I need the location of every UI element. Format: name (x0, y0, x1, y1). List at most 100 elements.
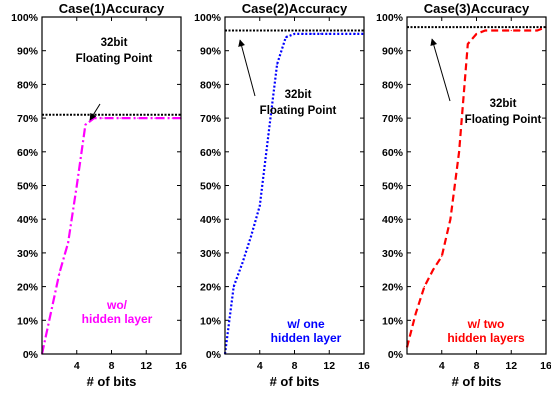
series-label: hidden layers (447, 331, 525, 345)
y-tick-label: 0% (206, 349, 222, 361)
data-point (259, 205, 261, 207)
x-tick-label: 4 (74, 360, 80, 372)
y-tick-label: 20% (17, 282, 39, 294)
data-point (128, 117, 130, 119)
y-tick-label: 90% (200, 46, 222, 58)
y-tick-label: 60% (382, 147, 404, 159)
data-point (519, 29, 521, 32)
data-point (285, 36, 287, 38)
data-point (154, 117, 156, 119)
data-point (346, 33, 348, 35)
data-point (536, 29, 538, 32)
y-tick-label: 10% (382, 315, 404, 327)
series-label: w/ two (467, 317, 505, 331)
x-tick-label: 12 (140, 360, 152, 372)
plot-frame (41, 16, 182, 355)
x-tick-label: 8 (474, 360, 480, 372)
y-tick-label: 30% (17, 248, 39, 260)
annotation-arrow (89, 103, 101, 121)
data-point (267, 134, 270, 136)
y-tick-label: 100% (376, 12, 404, 24)
data-point (423, 286, 425, 288)
data-point (319, 33, 322, 35)
series-label: hidden layer (82, 312, 153, 326)
y-tick-label: 70% (382, 113, 404, 125)
reference-annotation: 32bit (101, 37, 128, 49)
data-point (58, 272, 60, 274)
data-point (501, 29, 504, 32)
annotation-arrow (430, 38, 451, 102)
data-point (84, 124, 87, 126)
x-tick-label: 8 (109, 360, 115, 372)
chart-title: Case(1)Accuracy (59, 1, 165, 16)
reference-annotation: Floating Point (76, 53, 153, 65)
data-point (337, 33, 339, 35)
y-tick-label: 40% (200, 214, 222, 226)
data-point (171, 117, 173, 119)
y-tick-label: 100% (11, 12, 39, 24)
y-tick-label: 60% (200, 147, 222, 159)
y-tick-label: 50% (17, 181, 39, 193)
data-point (119, 117, 121, 119)
annotation-arrow (238, 39, 256, 97)
data-point (302, 33, 304, 35)
y-tick-label: 80% (17, 79, 39, 91)
data-point (67, 242, 69, 244)
plot-frame (224, 16, 365, 355)
x-tick-label: 4 (439, 360, 445, 372)
series-line (223, 32, 364, 355)
data-point (233, 286, 235, 288)
reference-annotation: 32bit (285, 89, 312, 101)
data-point (145, 117, 147, 119)
y-tick-label: 40% (17, 214, 39, 226)
plot-frame (406, 16, 547, 355)
x-axis-label: # of bits (270, 374, 320, 389)
data-point (354, 33, 356, 35)
x-tick-label: 16 (175, 360, 187, 372)
series-label: wo/ (106, 298, 128, 312)
data-point (510, 29, 512, 32)
y-tick-label: 70% (17, 113, 39, 125)
data-point (484, 29, 486, 32)
y-tick-label: 60% (17, 147, 39, 159)
data-point (76, 184, 78, 187)
x-tick-label: 12 (505, 360, 517, 372)
y-tick-label: 80% (382, 79, 404, 91)
y-tick-label: 30% (200, 248, 222, 260)
data-point (493, 29, 495, 32)
data-point (293, 33, 296, 35)
y-tick-label: 10% (17, 315, 39, 327)
y-tick-label: 20% (382, 282, 404, 294)
data-point (93, 117, 95, 119)
data-point (250, 235, 252, 237)
reference-annotation: 32bit (490, 98, 517, 110)
y-tick-label: 90% (17, 46, 39, 58)
x-tick-label: 16 (540, 360, 551, 372)
data-point (241, 262, 243, 264)
data-point (276, 63, 278, 65)
y-tick-label: 0% (388, 349, 404, 361)
reference-annotation: Floating Point (260, 105, 337, 117)
y-tick-label: 100% (194, 12, 222, 24)
series-line (405, 26, 547, 348)
y-tick-label: 20% (200, 282, 222, 294)
y-tick-label: 30% (382, 248, 404, 260)
data-point (136, 117, 139, 119)
y-tick-label: 10% (200, 315, 222, 327)
x-tick-label: 16 (358, 360, 370, 372)
data-point (50, 312, 52, 315)
chart-title: Case(3)Accuracy (424, 1, 530, 16)
data-point (415, 312, 417, 315)
y-tick-label: 80% (200, 79, 222, 91)
series-label: hidden layer (271, 331, 342, 345)
data-point (328, 33, 330, 35)
x-axis-label: # of bits (87, 374, 137, 389)
chart-title: Case(2)Accuracy (242, 1, 348, 16)
data-point (102, 117, 104, 119)
y-tick-label: 50% (382, 181, 404, 193)
data-point (110, 117, 113, 119)
y-tick-label: 50% (200, 181, 222, 193)
x-axis-label: # of bits (452, 374, 502, 389)
x-tick-label: 12 (323, 360, 335, 372)
data-point (441, 255, 443, 257)
